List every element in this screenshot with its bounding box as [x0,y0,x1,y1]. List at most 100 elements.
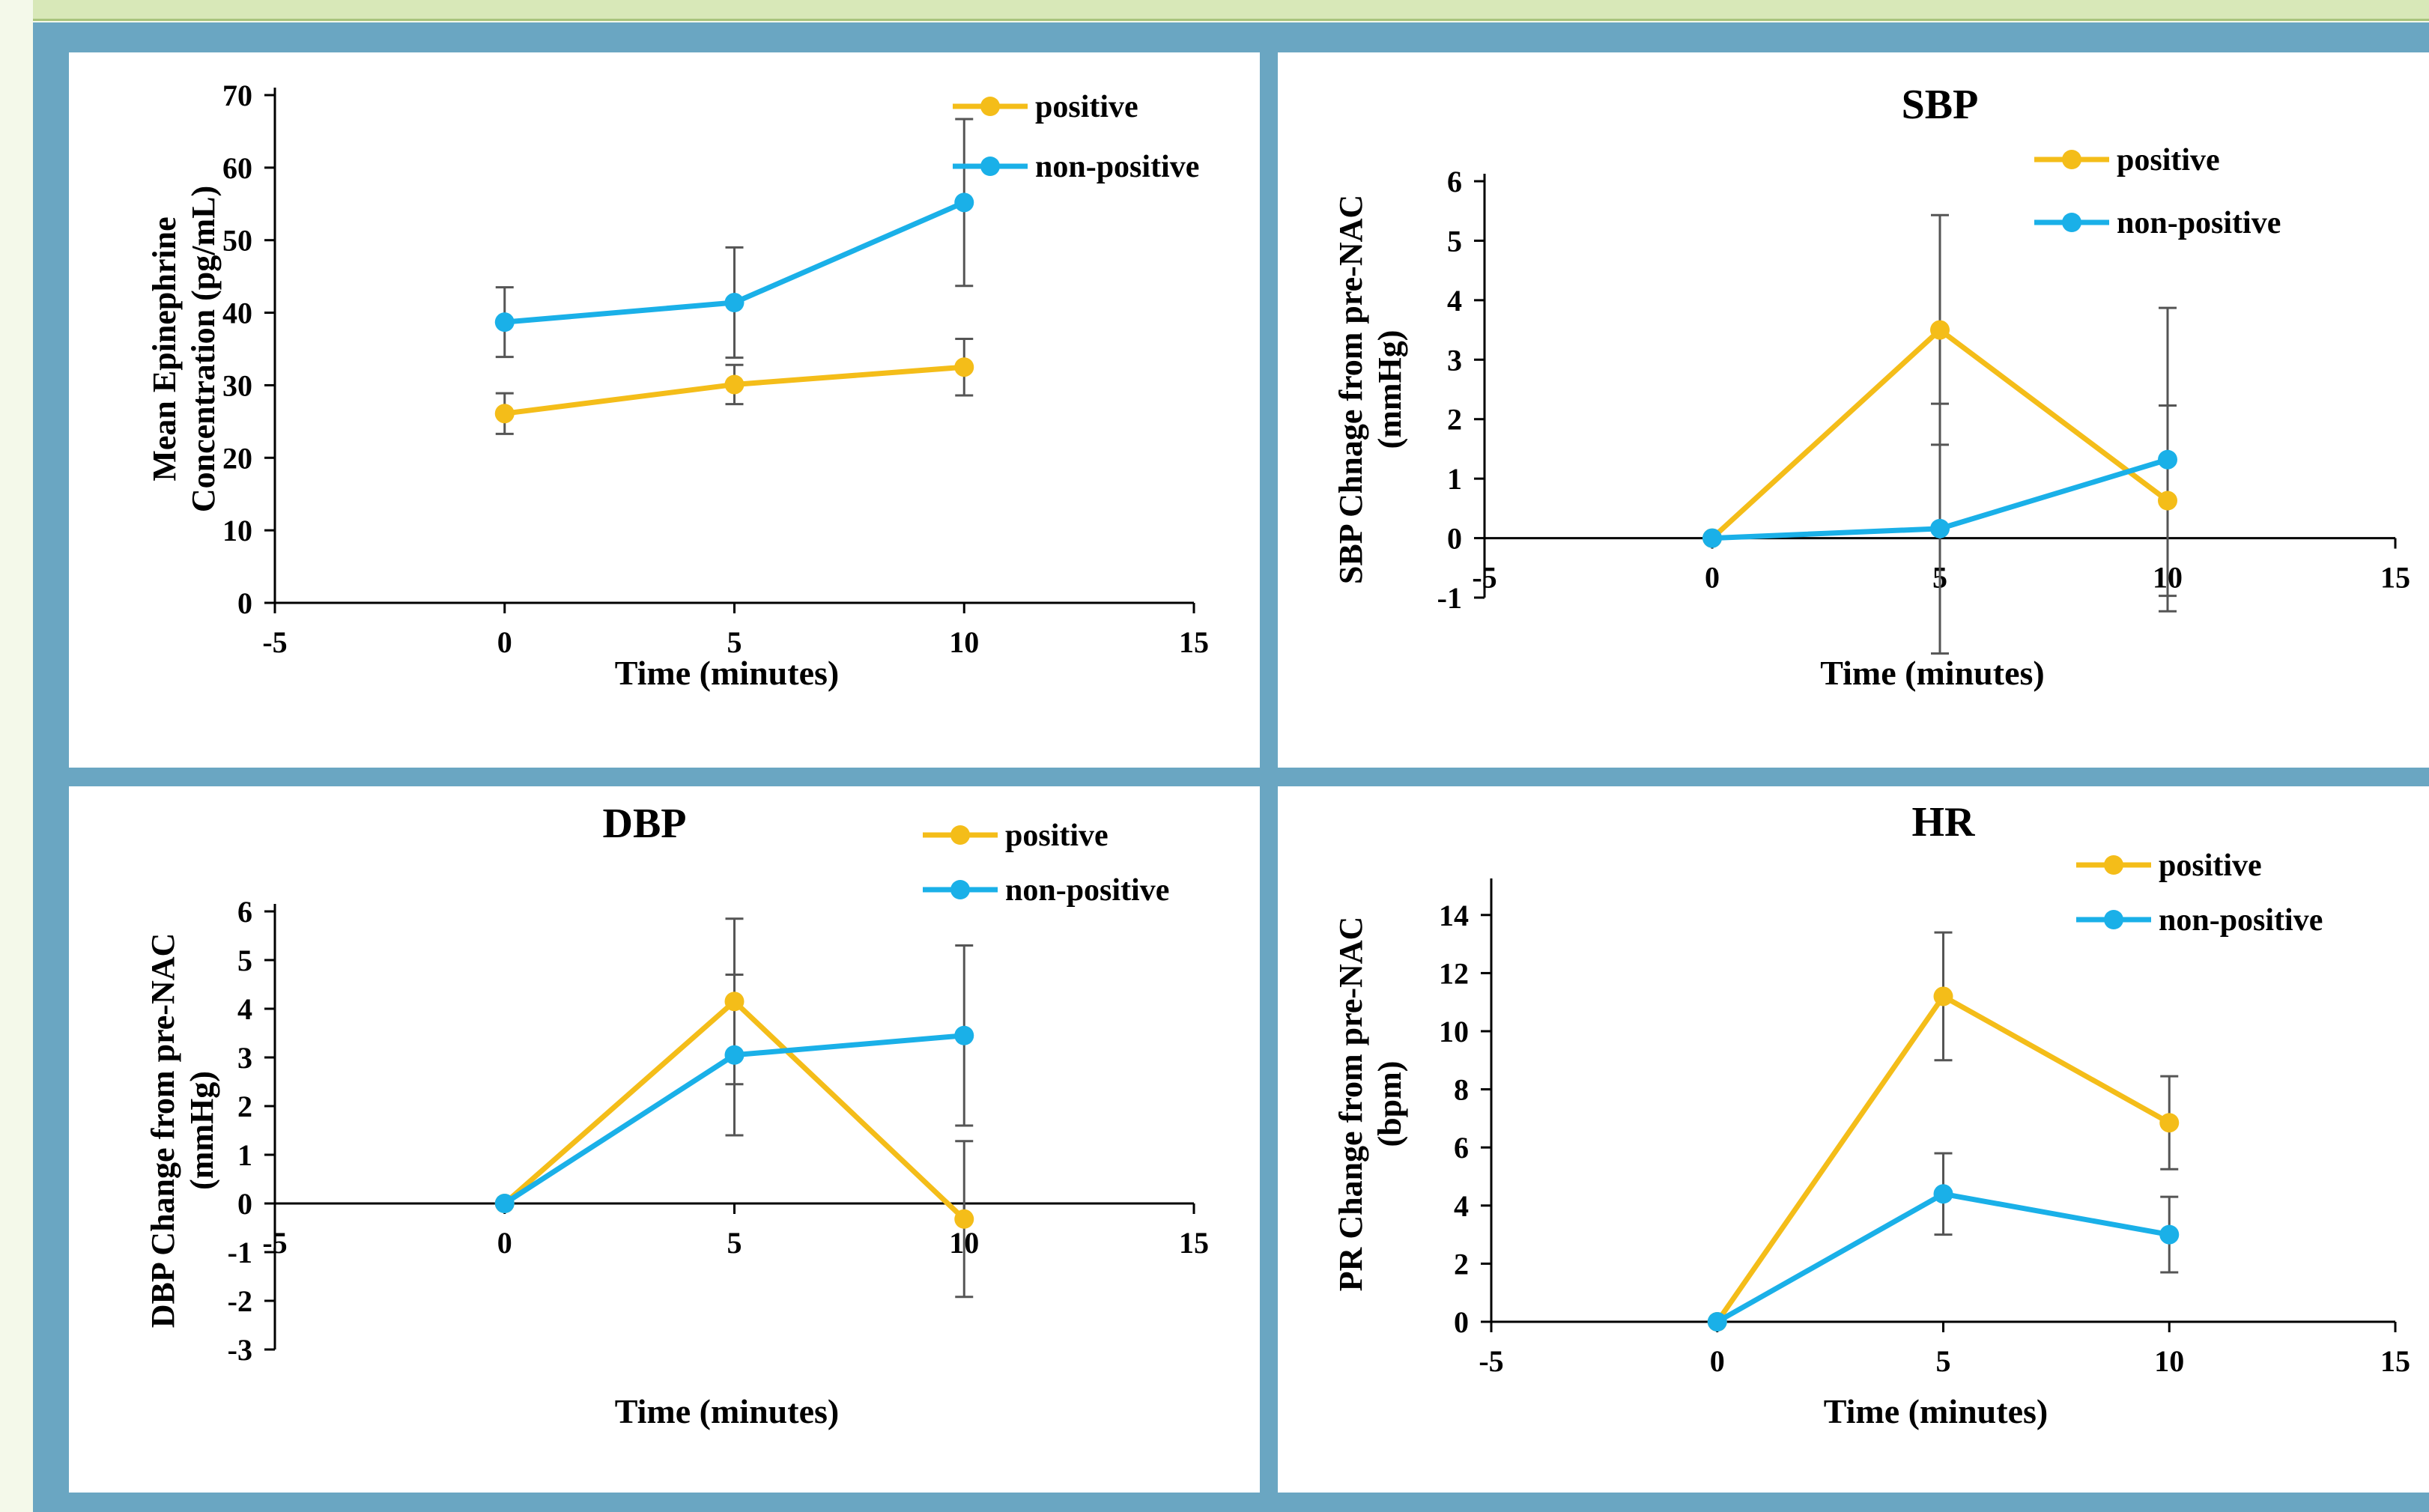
y-tick-label: 3 [1447,343,1462,377]
legend-marker-non-positive [950,880,970,899]
x-axis-label: Time (minutes) [615,1392,839,1430]
data-point-non-positive [954,192,974,213]
x-tick-label: -5 [262,625,287,659]
data-point-non-positive [494,312,515,333]
legend-marker-positive [2104,855,2123,875]
y-tick-label: 0 [237,1187,252,1221]
x-tick-label: 0 [1710,1344,1725,1378]
data-point-non-positive [724,293,745,313]
data-point-positive [724,992,745,1012]
x-tick-label: 0 [497,1226,512,1260]
x-tick-label: 0 [497,625,512,659]
y-tick-label: 10 [222,514,252,547]
y-tick-label: 1 [237,1138,252,1172]
y-tick-label: 6 [237,895,252,929]
dbp-chart-panel: DBP -3 -2 -1 0 1 2 3 4 5 6 -5 0 5 10 15 Time (minutes) DB… [69,786,1260,1493]
x-tick-label: 10 [949,625,979,659]
y-tick-label: 0 [1454,1305,1469,1339]
data-point-positive [2158,491,2177,511]
legend-marker-positive [980,97,1000,116]
y-tick-label: 5 [1447,224,1462,258]
data-point-non-positive [494,1194,515,1213]
y-tick-label: -3 [228,1333,252,1367]
data-point-positive [1933,986,1953,1007]
x-tick-label: 15 [1179,625,1209,659]
data-point-non-positive [1702,528,1722,548]
data-point-non-positive [1930,518,1950,538]
data-point-non-positive [954,1025,974,1045]
data-point-non-positive [1707,1312,1727,1332]
data-point-non-positive [724,1045,745,1065]
x-tick-label: 5 [727,1226,742,1260]
data-point-non-positive [2159,1224,2180,1245]
x-axis-label: Time (minutes) [615,654,839,692]
data-point-non-positive [1933,1184,1953,1204]
y-axis-label: Mean Epinephrine [146,216,183,481]
y-tick-label: 2 [1454,1247,1469,1281]
y-tick-label: 4 [1447,284,1462,318]
legend-marker-positive [950,825,970,845]
y-tick-label: 0 [1447,522,1462,556]
x-tick-label: 10 [2154,1344,2184,1378]
y-tick-label: 0 [237,586,252,620]
epinephrine-chart-panel: 0 10 20 30 40 50 60 70 -5 0 5 10 15 Time (minutes) Mea… [69,52,1260,768]
y-tick-label: 40 [222,297,252,330]
page-margin [0,0,33,1512]
y-tick-label: 2 [237,1090,252,1123]
legend-label-non-positive: non-positive [1005,873,1169,908]
legend-label-non-positive: non-positive [1035,150,1199,184]
chart-epi: 0 10 20 30 40 50 60 70 -5 0 5 10 15 Time (minutes) Mea… [146,79,1209,692]
x-tick-label: 5 [727,625,742,659]
data-point-positive [954,357,974,377]
chart-title: DBP [603,801,687,847]
chart-title: SBP [1902,82,1979,128]
y-tick-label: 4 [1454,1189,1469,1223]
y-tick-label: -1 [1437,581,1462,615]
x-tick-label: 15 [2380,1344,2410,1378]
y-axis-label: (mmHg) [184,1071,220,1190]
x-tick-label: -5 [1479,1344,1503,1378]
y-axis-label: Concentration (pg/mL) [185,186,222,512]
legend-label-positive: positive [1035,90,1138,124]
legend-label-non-positive: non-positive [2117,206,2281,240]
y-tick-label: 8 [1454,1073,1469,1107]
data-point-positive [494,404,515,424]
data-point-positive [1930,320,1950,340]
y-tick-label: 12 [1439,956,1469,990]
y-tick-label: 2 [1447,403,1462,437]
legend-label-positive: positive [2117,143,2220,177]
y-tick-label: 10 [1439,1015,1469,1048]
data-point-positive [954,1209,974,1229]
y-tick-label: 30 [222,368,252,402]
chart-title: HR [1912,799,1976,845]
legend-label-non-positive: non-positive [2159,903,2323,938]
y-axis-label: PR Change from pre-NAC [1332,917,1369,1292]
legend-marker-non-positive [980,157,1000,176]
x-tick-label: -5 [1472,561,1496,595]
y-tick-label: 5 [237,944,252,977]
header-band [33,0,2429,21]
y-tick-label: 4 [237,992,252,1026]
y-tick-label: -2 [228,1284,252,1318]
x-tick-label: 15 [2380,561,2410,595]
x-tick-label: -5 [262,1226,287,1260]
y-axis-label: (mmHg) [1371,330,1408,449]
legend-marker-positive [2062,150,2081,169]
y-axis-label: (bpm) [1371,1061,1408,1147]
y-tick-label: 1 [1447,462,1462,496]
y-tick-label: 6 [1447,165,1462,198]
legend-marker-non-positive [2062,213,2081,232]
legend-label-positive: positive [1005,819,1109,853]
x-tick-label: 15 [1179,1226,1209,1260]
x-axis-label: Time (minutes) [1824,1392,2048,1430]
legend-marker-non-positive [2104,910,2123,929]
x-axis-label: Time (minutes) [1820,654,2044,692]
y-tick-label: 6 [1454,1131,1469,1165]
x-tick-label: 0 [1705,561,1720,595]
hr-chart-panel: HR 0 2 4 6 8 10 12 14 -5 0 5 10 15 Time (minutes) PR Ch… [1278,786,2429,1493]
y-axis-label: DBP Change from pre-NAC [145,933,181,1329]
y-tick-label: 20 [222,441,252,475]
